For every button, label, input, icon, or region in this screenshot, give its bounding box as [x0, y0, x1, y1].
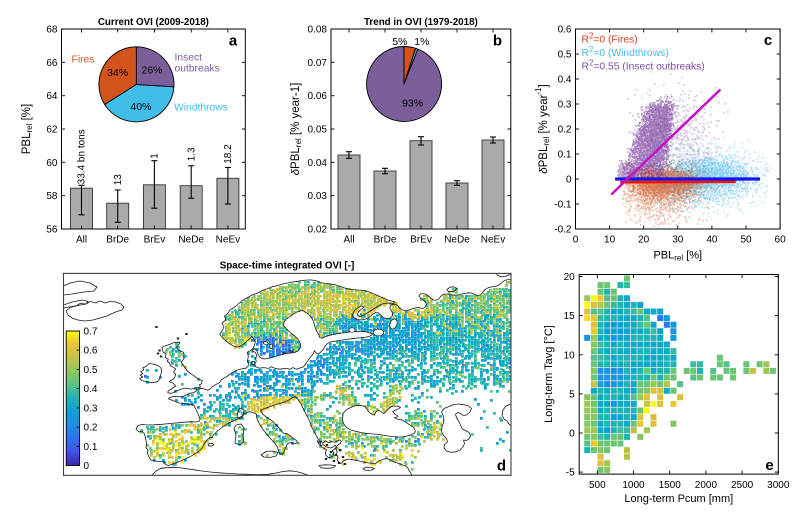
svg-text:Long-term Pcum [mm]: Long-term Pcum [mm] — [624, 493, 733, 505]
svg-text:0.3: 0.3 — [84, 403, 98, 414]
svg-text:0.04: 0.04 — [308, 158, 328, 169]
svg-text:1%: 1% — [414, 36, 429, 48]
svg-text:26%: 26% — [141, 64, 162, 76]
svg-text:0.5: 0.5 — [84, 365, 98, 376]
svg-text:outbreaks: outbreaks — [175, 63, 220, 74]
svg-text:BrEv: BrEv — [410, 235, 432, 246]
svg-text:All: All — [343, 235, 354, 246]
svg-text:NeDe: NeDe — [178, 235, 204, 246]
svg-text:60: 60 — [775, 235, 787, 246]
svg-text:0.2: 0.2 — [84, 423, 98, 434]
svg-text:3000: 3000 — [767, 480, 790, 491]
svg-text:0.1: 0.1 — [84, 442, 98, 453]
svg-text:b: b — [493, 32, 502, 49]
svg-text:a: a — [229, 32, 238, 49]
svg-text:93%: 93% — [402, 97, 423, 109]
svg-text:e: e — [765, 457, 773, 474]
svg-text:1000: 1000 — [622, 480, 645, 491]
svg-text:0.03: 0.03 — [308, 191, 328, 202]
svg-text:BrDe: BrDe — [374, 235, 397, 246]
svg-text:0.3: 0.3 — [558, 100, 572, 111]
svg-text:-5: -5 — [566, 468, 575, 479]
svg-text:0.06: 0.06 — [308, 91, 328, 102]
svg-text:Space-time integrated OVI [-]: Space-time integrated OVI [-] — [220, 261, 354, 272]
svg-text:15: 15 — [564, 311, 576, 322]
svg-text:2500: 2500 — [731, 480, 754, 491]
svg-text:0.05: 0.05 — [308, 125, 328, 136]
svg-text:0.08: 0.08 — [308, 25, 328, 36]
svg-text:NeDe: NeDe — [444, 235, 470, 246]
svg-text:40: 40 — [706, 235, 718, 246]
svg-text:0: 0 — [569, 429, 575, 440]
svg-text:Long-term Tavg [°C]: Long-term Tavg [°C] — [543, 325, 555, 423]
svg-text:BrDe: BrDe — [106, 235, 129, 246]
svg-text:68: 68 — [46, 25, 58, 36]
svg-text:1500: 1500 — [659, 480, 682, 491]
svg-text:1.3: 1.3 — [186, 147, 197, 161]
svg-text:δPBLrel [% year-1]: δPBLrel [% year-1] — [290, 83, 303, 176]
svg-text:0.7: 0.7 — [84, 327, 98, 338]
svg-text:0.1: 0.1 — [558, 150, 572, 161]
svg-text:20: 20 — [564, 272, 576, 283]
svg-text:5: 5 — [569, 389, 575, 400]
svg-text:33.4 bn tons: 33.4 bn tons — [77, 129, 88, 184]
svg-text:0: 0 — [84, 461, 90, 472]
svg-text:Fires: Fires — [72, 55, 95, 66]
svg-text:58: 58 — [46, 191, 58, 202]
svg-text:0.6: 0.6 — [558, 25, 572, 36]
svg-text:c: c — [764, 32, 772, 49]
svg-text:0.5: 0.5 — [558, 50, 572, 61]
svg-text:Insect: Insect — [175, 52, 203, 63]
svg-text:R2=0.55 (Insect outbreaks): R2=0.55 (Insect outbreaks) — [582, 59, 705, 73]
svg-text:10: 10 — [564, 350, 576, 361]
svg-text:1: 1 — [150, 153, 161, 159]
svg-text:50: 50 — [740, 235, 752, 246]
svg-text:60: 60 — [46, 158, 58, 169]
svg-text:0.2: 0.2 — [558, 125, 572, 136]
svg-text:500: 500 — [589, 480, 606, 491]
svg-text:0.6: 0.6 — [84, 346, 98, 357]
svg-text:66: 66 — [46, 58, 58, 69]
svg-text:2000: 2000 — [695, 480, 718, 491]
svg-text:NeEv: NeEv — [216, 235, 240, 246]
svg-text:BrEv: BrEv — [144, 235, 166, 246]
svg-text:0.07: 0.07 — [308, 58, 328, 69]
svg-text:64: 64 — [46, 91, 58, 102]
svg-text:0.4: 0.4 — [558, 75, 572, 86]
svg-text:Trend in OVI (1979-2018): Trend in OVI (1979-2018) — [364, 17, 478, 28]
svg-text:All: All — [76, 235, 87, 246]
svg-text:0.4: 0.4 — [84, 384, 98, 395]
svg-text:NeEv: NeEv — [481, 235, 505, 246]
svg-text:Current OVI (2009-2018): Current OVI (2009-2018) — [98, 17, 209, 28]
svg-text:10: 10 — [604, 235, 616, 246]
svg-text:d: d — [497, 458, 506, 475]
svg-text:-0.2: -0.2 — [554, 225, 572, 236]
svg-text:40%: 40% — [130, 101, 151, 113]
svg-text:62: 62 — [46, 125, 58, 136]
svg-text:20: 20 — [638, 235, 650, 246]
svg-text:R2=0 (Windthrows): R2=0 (Windthrows) — [582, 45, 669, 59]
svg-text:0: 0 — [566, 175, 572, 186]
svg-text:18.2: 18.2 — [223, 144, 234, 164]
svg-text:-0.1: -0.1 — [554, 200, 572, 211]
svg-text:Windthrows: Windthrows — [174, 103, 228, 114]
svg-text:13: 13 — [113, 174, 124, 186]
svg-text:5%: 5% — [392, 36, 407, 48]
svg-text:34%: 34% — [107, 67, 128, 79]
svg-text:56: 56 — [46, 225, 58, 236]
svg-text:30: 30 — [672, 235, 684, 246]
svg-text:0: 0 — [573, 235, 579, 246]
svg-text:0.02: 0.02 — [308, 225, 328, 236]
